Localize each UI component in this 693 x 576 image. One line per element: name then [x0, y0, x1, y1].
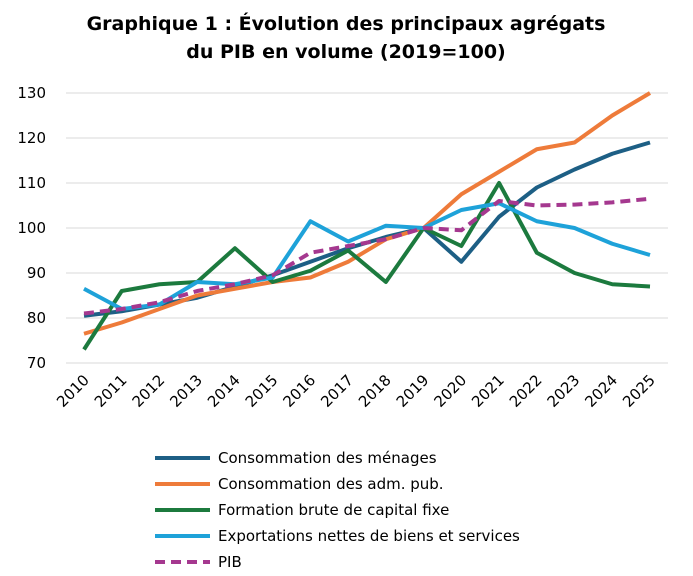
- x-tick-label: 2019: [393, 371, 433, 411]
- x-tick-label: 2018: [355, 371, 395, 411]
- x-tick-label: 2017: [317, 371, 357, 411]
- series-line: [82, 181, 651, 351]
- x-tick-label: 2012: [129, 371, 169, 411]
- chart-title: du PIB en volume (2019=100): [186, 41, 505, 63]
- series-line: [83, 196, 651, 316]
- y-tick-label: 80: [27, 309, 46, 327]
- x-tick-label: 2010: [53, 371, 93, 411]
- x-tick-label: 2025: [619, 371, 659, 411]
- x-tick-label: 2020: [430, 371, 470, 411]
- series-line: [83, 140, 651, 318]
- y-tick-label: 100: [17, 219, 46, 237]
- legend-label: PIB: [218, 553, 242, 571]
- legend-label: Consommation des ménages: [218, 449, 437, 467]
- legend-label: Formation brute de capital fixe: [218, 501, 449, 519]
- y-tick-label: 130: [17, 84, 46, 102]
- x-tick-label: 2013: [166, 371, 206, 411]
- y-tick-label: 120: [17, 129, 46, 147]
- y-tick-label: 110: [17, 174, 46, 192]
- x-tick-label: 2023: [544, 371, 584, 411]
- x-tick-label: 2021: [468, 371, 508, 411]
- legend-label: Consommation des adm. pub.: [218, 475, 444, 493]
- y-tick-label: 90: [27, 264, 46, 282]
- x-tick-label: 2015: [242, 371, 282, 411]
- x-tick-label: 2014: [204, 371, 244, 411]
- series-line: [83, 201, 651, 311]
- x-tick-label: 2022: [506, 371, 546, 411]
- x-tick-label: 2024: [581, 371, 621, 411]
- y-tick-label: 70: [27, 354, 46, 372]
- x-tick-label: 2016: [279, 371, 319, 411]
- chart-title: Graphique 1 : Évolution des principaux a…: [87, 12, 606, 35]
- legend-label: Exportations nettes de biens et services: [218, 527, 520, 545]
- x-tick-label: 2011: [91, 371, 131, 411]
- series-line: [83, 91, 652, 336]
